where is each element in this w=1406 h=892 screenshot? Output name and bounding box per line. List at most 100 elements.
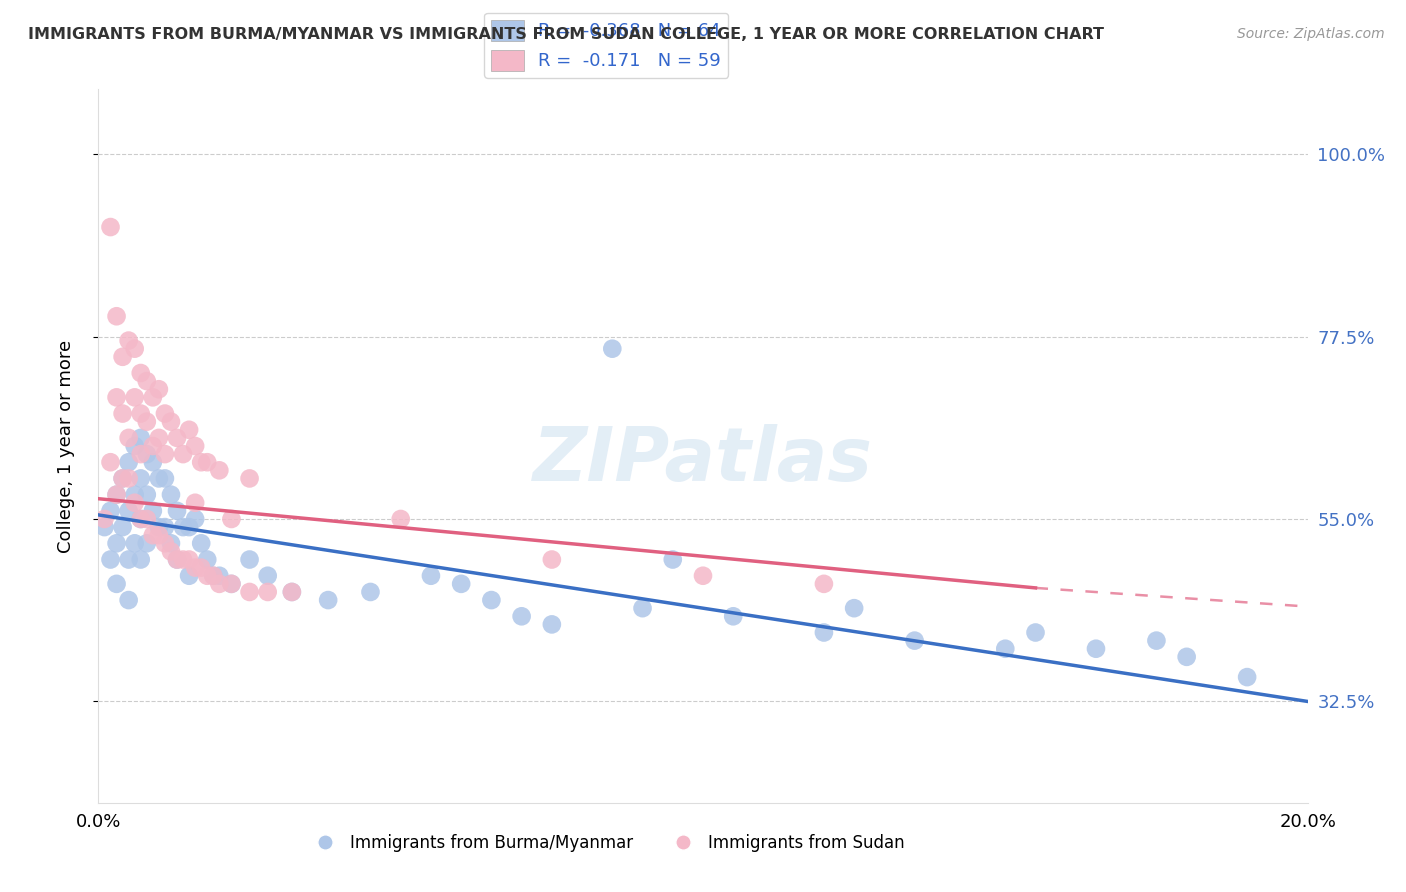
Point	[692, 568, 714, 582]
Point	[994, 641, 1017, 656]
Point	[129, 512, 152, 526]
Point	[148, 520, 170, 534]
Point	[118, 334, 141, 348]
Point	[111, 350, 134, 364]
Point	[111, 471, 134, 485]
Point	[256, 568, 278, 582]
Point	[179, 520, 201, 534]
Point	[153, 447, 176, 461]
Point	[602, 342, 624, 356]
Point	[179, 568, 201, 582]
Point	[118, 471, 141, 485]
Y-axis label: College, 1 year or more: College, 1 year or more	[56, 340, 75, 552]
Point	[316, 593, 339, 607]
Point	[190, 560, 212, 574]
Point	[184, 496, 207, 510]
Point	[93, 512, 115, 526]
Point	[813, 577, 835, 591]
Point	[129, 512, 152, 526]
Point	[124, 342, 146, 356]
Point	[661, 552, 683, 566]
Point	[105, 310, 128, 324]
Point	[904, 633, 927, 648]
Point	[221, 577, 243, 591]
Point	[540, 552, 562, 566]
Point	[208, 568, 231, 582]
Point	[202, 568, 225, 582]
Point	[105, 536, 128, 550]
Point	[124, 536, 146, 550]
Point	[631, 601, 654, 615]
Point	[142, 528, 165, 542]
Point	[148, 382, 170, 396]
Point	[124, 439, 146, 453]
Point	[195, 568, 218, 582]
Point	[135, 512, 157, 526]
Point	[118, 552, 141, 566]
Point	[153, 407, 176, 421]
Point	[153, 471, 176, 485]
Text: Source: ZipAtlas.com: Source: ZipAtlas.com	[1237, 27, 1385, 41]
Point	[160, 536, 183, 550]
Point	[111, 471, 134, 485]
Point	[129, 431, 152, 445]
Point	[179, 423, 201, 437]
Point	[105, 390, 128, 404]
Point	[105, 488, 128, 502]
Point	[221, 512, 243, 526]
Point	[105, 488, 128, 502]
Text: IMMIGRANTS FROM BURMA/MYANMAR VS IMMIGRANTS FROM SUDAN COLLEGE, 1 YEAR OR MORE C: IMMIGRANTS FROM BURMA/MYANMAR VS IMMIGRA…	[28, 27, 1104, 42]
Point	[281, 585, 304, 599]
Point	[190, 536, 212, 550]
Point	[195, 552, 218, 566]
Point	[100, 455, 122, 469]
Point	[1085, 641, 1108, 656]
Point	[190, 455, 212, 469]
Point	[813, 625, 835, 640]
Point	[100, 504, 122, 518]
Point	[142, 390, 165, 404]
Point	[844, 601, 866, 615]
Point	[118, 593, 141, 607]
Point	[160, 415, 183, 429]
Point	[135, 374, 157, 388]
Point	[118, 504, 141, 518]
Point	[1175, 649, 1198, 664]
Point	[389, 512, 412, 526]
Point	[256, 585, 278, 599]
Point	[281, 585, 304, 599]
Point	[135, 488, 157, 502]
Point	[221, 577, 243, 591]
Point	[540, 617, 562, 632]
Point	[166, 552, 188, 566]
Point	[360, 585, 382, 599]
Point	[420, 568, 443, 582]
Point	[129, 471, 152, 485]
Point	[148, 431, 170, 445]
Point	[153, 536, 176, 550]
Point	[129, 447, 152, 461]
Point	[166, 552, 188, 566]
Point	[202, 568, 225, 582]
Point	[148, 528, 170, 542]
Point	[118, 431, 141, 445]
Point	[172, 447, 194, 461]
Point	[1024, 625, 1046, 640]
Point	[100, 220, 122, 235]
Point	[100, 552, 122, 566]
Point	[124, 390, 146, 404]
Point	[135, 415, 157, 429]
Point	[195, 455, 218, 469]
Point	[179, 552, 201, 566]
Point	[208, 577, 231, 591]
Point	[239, 471, 262, 485]
Point	[142, 455, 165, 469]
Point	[129, 552, 152, 566]
Point	[208, 463, 231, 477]
Point	[723, 609, 745, 624]
Point	[160, 488, 183, 502]
Point	[481, 593, 503, 607]
Point	[135, 536, 157, 550]
Point	[1236, 670, 1258, 684]
Point	[166, 504, 188, 518]
